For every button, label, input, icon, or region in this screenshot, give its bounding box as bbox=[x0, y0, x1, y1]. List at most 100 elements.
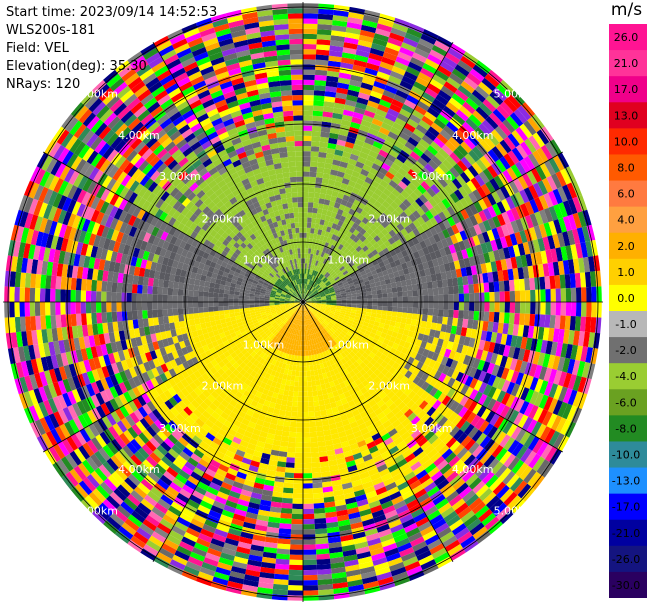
range-gate bbox=[397, 193, 407, 203]
range-gate bbox=[400, 280, 407, 287]
range-gate bbox=[382, 269, 389, 276]
range-gate bbox=[306, 279, 310, 285]
range-gate bbox=[303, 191, 309, 198]
range-gate bbox=[432, 74, 447, 86]
range-gate bbox=[426, 187, 437, 198]
range-gate bbox=[409, 113, 422, 125]
range-gate bbox=[306, 365, 311, 372]
range-gate bbox=[421, 115, 434, 127]
range-gate bbox=[403, 99, 417, 110]
range-gate bbox=[321, 303, 327, 305]
range-gate bbox=[435, 272, 442, 281]
range-gate bbox=[373, 277, 380, 283]
range-gate bbox=[310, 303, 316, 306]
range-gate bbox=[331, 300, 337, 302]
range-gate bbox=[320, 282, 326, 288]
range-gate bbox=[325, 80, 338, 88]
range-gate bbox=[303, 564, 317, 571]
range-gate bbox=[422, 190, 433, 201]
range-gate bbox=[429, 49, 445, 61]
range-gate bbox=[407, 266, 415, 274]
range-gate bbox=[310, 447, 319, 453]
range-gate bbox=[425, 321, 432, 330]
range-gate bbox=[408, 213, 417, 223]
range-gate bbox=[515, 144, 528, 159]
range-gate bbox=[401, 262, 408, 270]
range-gate bbox=[555, 342, 563, 357]
range-gate bbox=[287, 441, 296, 448]
range-gate bbox=[382, 293, 388, 298]
range-gate bbox=[315, 285, 321, 290]
range-gate bbox=[403, 71, 418, 82]
range-gate bbox=[357, 39, 373, 48]
range-gate bbox=[436, 113, 450, 126]
range-gate bbox=[386, 268, 394, 275]
range-gate bbox=[327, 232, 334, 239]
range-gate bbox=[312, 110, 323, 117]
range-gate bbox=[401, 75, 416, 86]
range-gate bbox=[580, 242, 588, 258]
range-gate bbox=[414, 47, 430, 59]
range-gate bbox=[440, 271, 447, 280]
range-gate bbox=[310, 161, 318, 168]
range-gate bbox=[478, 123, 491, 137]
range-gate bbox=[387, 256, 395, 264]
range-gate bbox=[392, 292, 398, 298]
range-gate bbox=[329, 132, 339, 140]
range-gate bbox=[560, 246, 568, 261]
range-gate bbox=[431, 242, 440, 252]
range-gate bbox=[467, 134, 480, 147]
range-gate bbox=[320, 126, 331, 133]
range-gate bbox=[309, 233, 314, 239]
range-gate bbox=[340, 182, 348, 190]
range-gate bbox=[448, 261, 456, 271]
range-gate bbox=[297, 350, 301, 356]
range-gate bbox=[441, 144, 453, 156]
range-gate bbox=[451, 133, 464, 145]
range-gate bbox=[371, 249, 379, 256]
range-gate bbox=[314, 277, 319, 283]
range-gate bbox=[409, 191, 419, 201]
range-gate bbox=[349, 272, 356, 278]
range-gate bbox=[446, 121, 459, 133]
range-gate bbox=[303, 401, 309, 408]
range-gate bbox=[376, 131, 388, 141]
range-gate bbox=[336, 298, 342, 301]
range-gate bbox=[316, 563, 331, 570]
range-gate bbox=[401, 249, 409, 258]
range-gate bbox=[324, 96, 336, 103]
range-gate bbox=[456, 144, 469, 157]
range-gate bbox=[331, 30, 346, 38]
range-gate bbox=[328, 276, 334, 281]
range-gate bbox=[319, 141, 329, 148]
range-gate bbox=[339, 258, 345, 264]
range-gate bbox=[373, 175, 383, 184]
range-gate bbox=[473, 283, 480, 293]
range-gate bbox=[420, 67, 435, 79]
range-gate bbox=[430, 184, 441, 195]
range-gate bbox=[346, 294, 352, 298]
range-gate bbox=[412, 307, 418, 314]
range-gate bbox=[325, 305, 332, 308]
range-gate bbox=[376, 196, 386, 205]
range-gate bbox=[351, 304, 357, 308]
range-gate bbox=[438, 264, 446, 273]
range-gate bbox=[365, 242, 373, 249]
range-gate bbox=[384, 278, 391, 285]
range-gate bbox=[305, 296, 310, 301]
range-gate bbox=[381, 310, 388, 316]
range-gate bbox=[332, 20, 348, 27]
range-gate bbox=[569, 273, 576, 288]
range-gate bbox=[296, 355, 301, 361]
range-gate bbox=[401, 127, 413, 137]
range-gate bbox=[311, 288, 316, 293]
range-gate bbox=[553, 219, 563, 234]
range-gate bbox=[355, 49, 370, 58]
range-gate bbox=[432, 233, 441, 243]
range-gate bbox=[392, 297, 398, 302]
range-gate bbox=[424, 111, 437, 123]
range-gate bbox=[506, 209, 516, 223]
range-gate bbox=[489, 292, 495, 302]
range-gate bbox=[433, 137, 445, 149]
range-gate bbox=[387, 131, 399, 141]
